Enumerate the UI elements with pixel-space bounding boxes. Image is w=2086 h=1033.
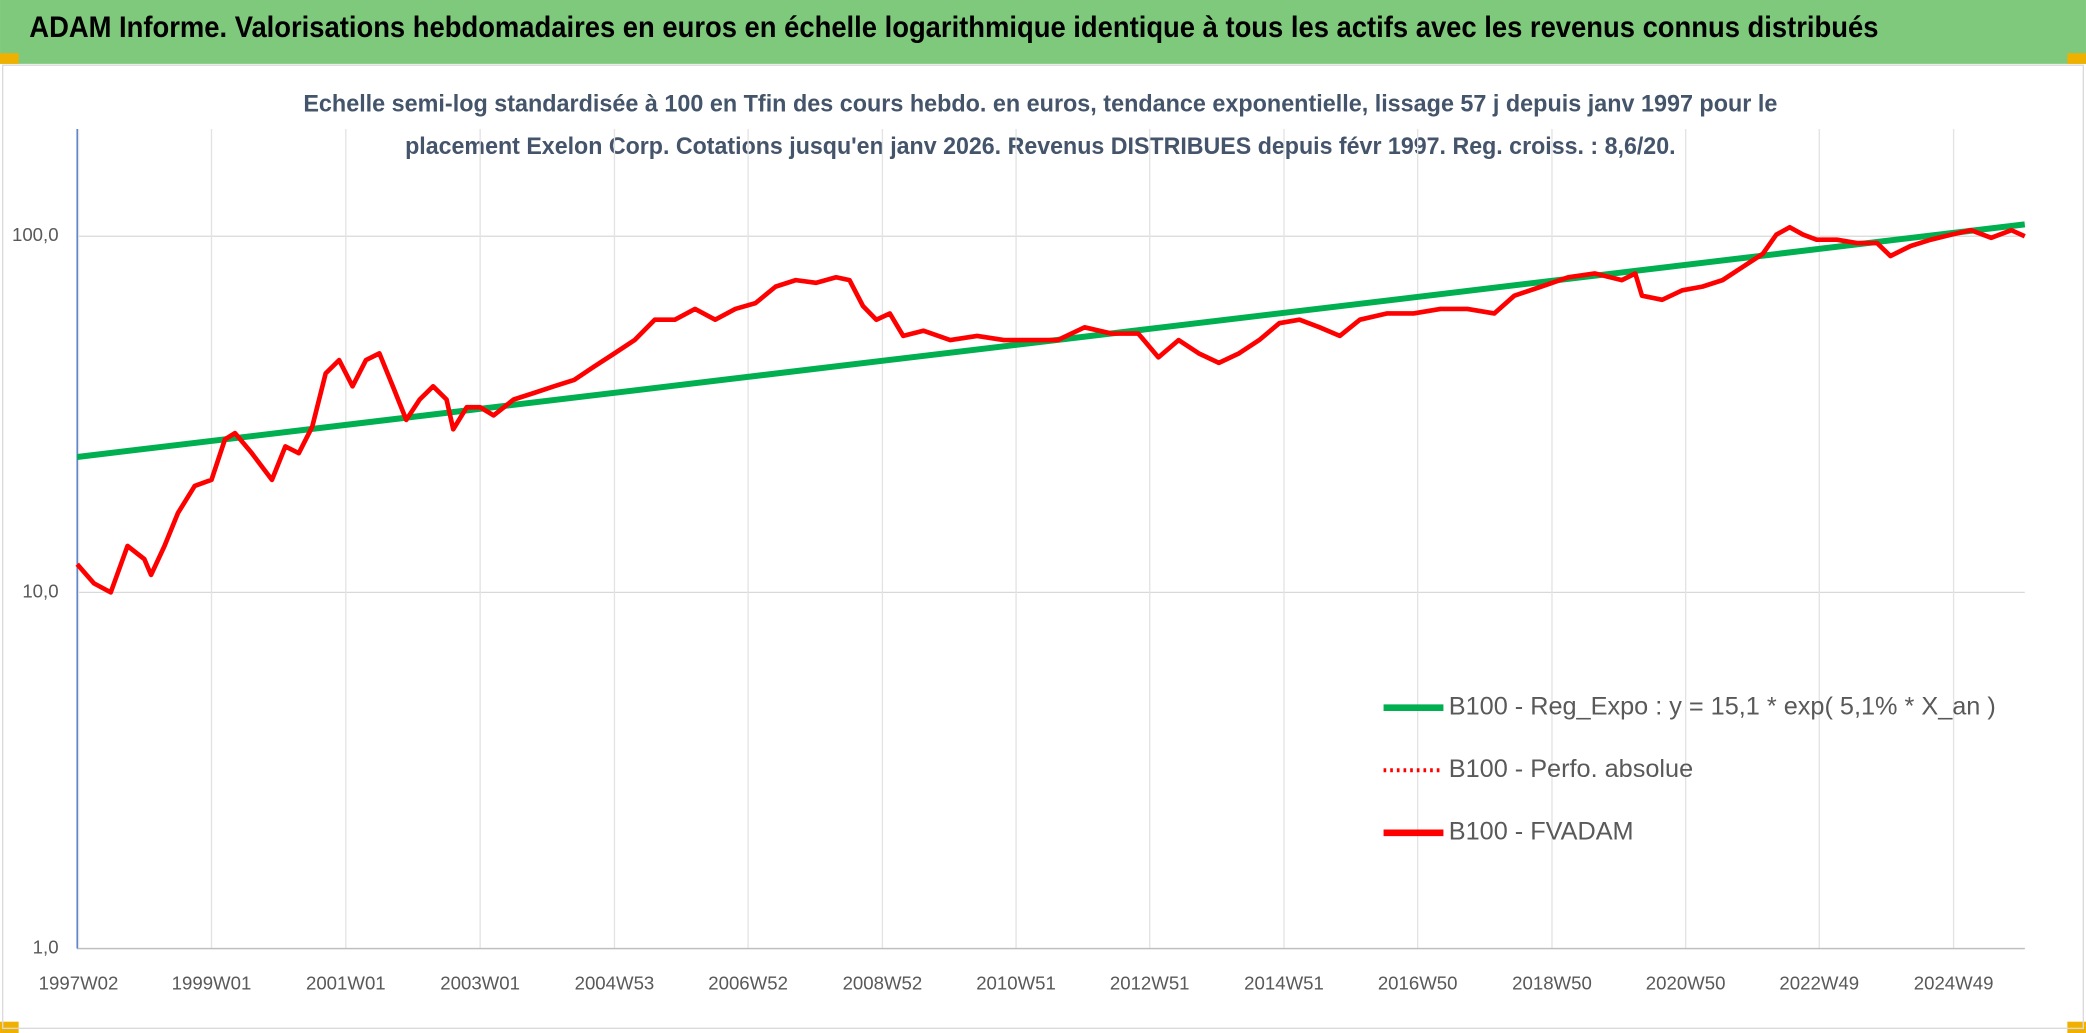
corner-mark [0, 53, 19, 64]
x-tick-label: 2006W52 [708, 972, 788, 993]
legend-label: B100 - Reg_Expo : y = 15,1 * exp( 5,1% *… [1449, 692, 1996, 720]
x-tick-label: 2020W50 [1646, 972, 1726, 993]
page-title: ADAM Informe. Valorisations hebdomadaire… [29, 12, 1878, 44]
x-tick-label: 2022W49 [1779, 972, 1859, 993]
legend-label: B100 - FVADAM [1449, 817, 1634, 845]
corner-mark [2067, 53, 2086, 64]
legend-label: B100 - Perfo. absolue [1449, 755, 1693, 783]
x-tick-label: 2014W51 [1244, 972, 1324, 993]
x-tick-label: 1997W02 [39, 972, 119, 993]
corner-mark [0, 1021, 19, 1033]
x-tick-label: 2024W49 [1914, 972, 1994, 993]
plot-area: 1,0 10,0 100,0 1997W02 1999W01 2001W01 2003W01… [12, 129, 2026, 993]
x-tick-label: 2008W52 [843, 972, 923, 993]
y-tick-label: 10,0 [22, 580, 58, 601]
corner-mark [2067, 1021, 2086, 1033]
x-tick-label: 2016W50 [1378, 972, 1458, 993]
y-tick-label: 100,0 [12, 224, 59, 245]
x-tick-label: 2003W01 [440, 972, 520, 993]
chart-title: placement Exelon Corp. Cotations jusqu'e… [405, 133, 1675, 160]
x-tick-label: 2001W01 [306, 972, 386, 993]
header-bar [0, 0, 2086, 64]
series-line [75, 224, 2026, 595]
x-tick-label: 1999W01 [172, 972, 252, 993]
y-tick-label: 1,0 [33, 936, 59, 957]
x-tick-label: 2004W53 [575, 972, 655, 993]
x-tick-label: 2018W50 [1512, 972, 1592, 993]
chart-title: Echelle semi-log standardisée à 100 en T… [303, 90, 1777, 117]
x-tick-label: 2010W51 [976, 972, 1056, 993]
chart-border [2, 64, 2084, 1030]
x-tick-label: 2012W51 [1110, 972, 1190, 993]
